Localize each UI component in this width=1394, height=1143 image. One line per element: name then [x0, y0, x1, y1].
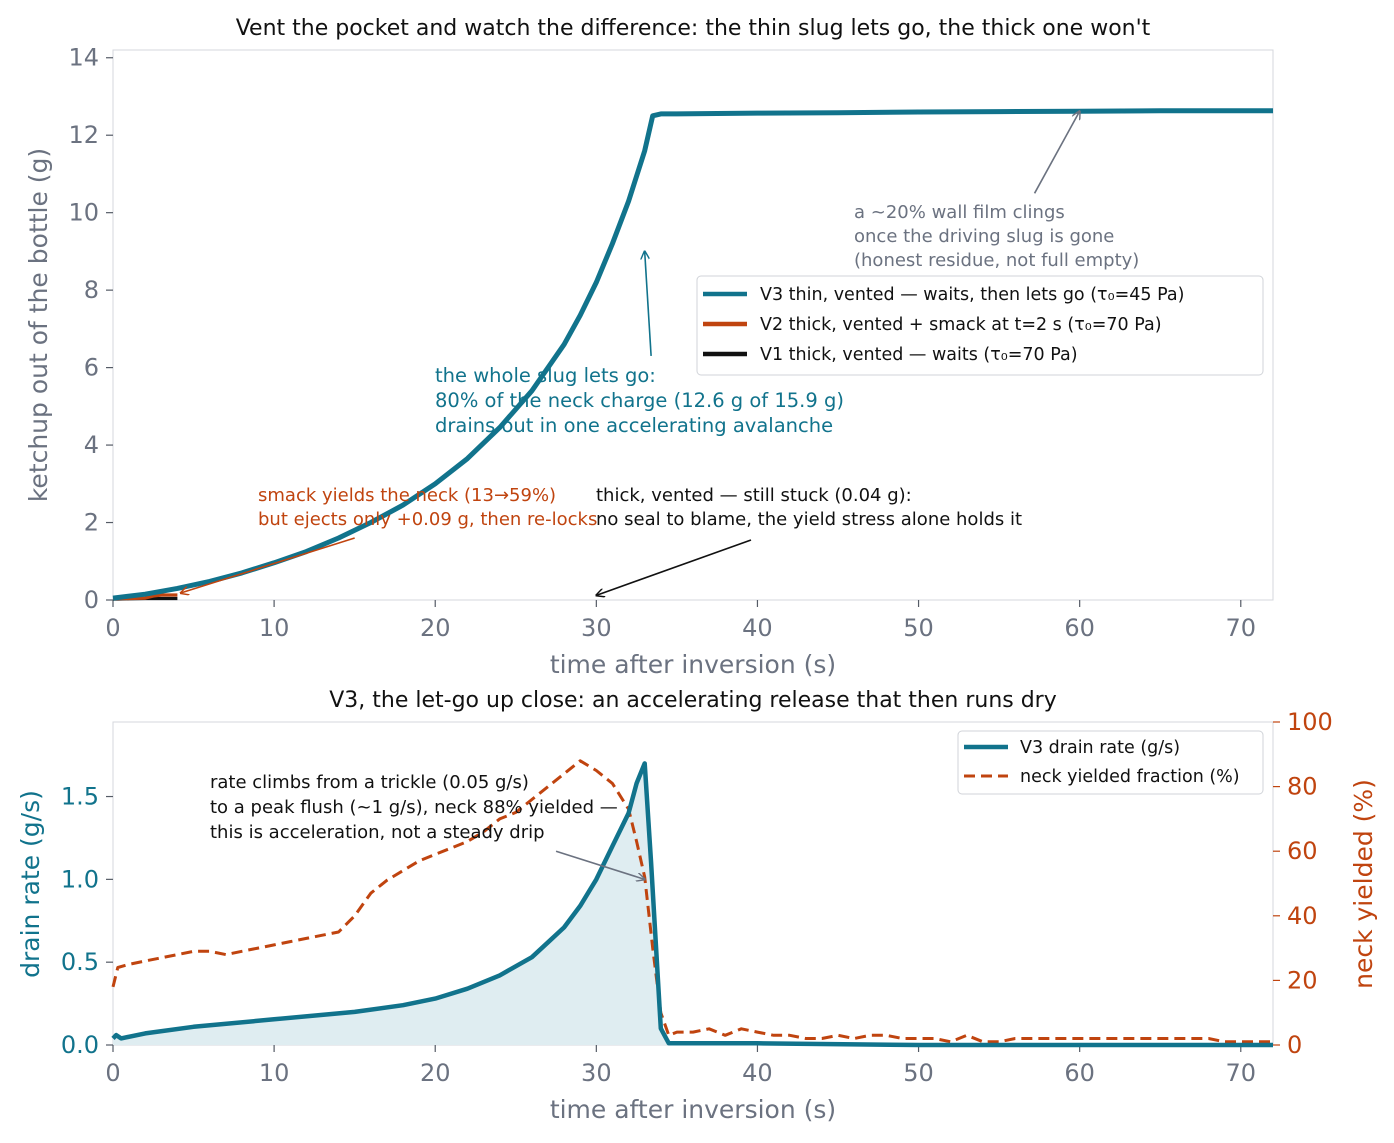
bottom-annotations: rate climbs from a trickle (0.05 g/s) to … [210, 772, 645, 879]
top-annotation-text: drains out in one accelerating avalanche [435, 414, 833, 437]
top-annotations: a ~20% wall film clings once the driving … [181, 111, 1139, 595]
top-x-tick-label: 30 [581, 614, 612, 642]
top-annotation-text: once the driving slug is gone [854, 226, 1114, 247]
top-x-tick-label: 0 [105, 614, 120, 642]
top-legend-box [696, 275, 1264, 376]
top-y-tick-label: 8 [84, 276, 99, 304]
bottom-y-tick-label: 0.0 [61, 1031, 99, 1059]
bottom-y2-tick-label: 40 [1287, 902, 1318, 930]
bottom-x-tick-label: 50 [903, 1059, 934, 1087]
bottom-x-tick-label: 10 [259, 1059, 290, 1087]
bottom-legend-box [957, 730, 1264, 795]
top-x-axis-label: time after inversion (s) [550, 650, 836, 679]
top-y-axis-label: ketchup out of the bottle (g) [24, 148, 53, 502]
top-x-tick-label: 20 [420, 614, 451, 642]
bottom-panel: V3, the let-go up close: an accelerating… [16, 688, 1378, 1124]
bottom-annotation-arrow [555, 850, 645, 879]
bottom-x-axis-label: time after inversion (s) [550, 1095, 836, 1124]
neck-yielded-line [111, 759, 1273, 1044]
top-annotation-text: (honest residue, not full empty) [854, 250, 1139, 271]
bottom-series [111, 759, 1273, 1048]
bottom-y2-tick-label: 60 [1287, 837, 1318, 865]
top-y-tick-label: 14 [68, 44, 99, 72]
bottom-x-tick-label: 70 [1226, 1059, 1257, 1087]
bottom-legend-label: neck yielded fraction (%) [1020, 767, 1240, 787]
top-annotation-text: 80% of the neck charge (12.6 g of 15.9 g… [435, 389, 844, 412]
top-x-tick-label: 10 [259, 614, 290, 642]
top-x-tick-label: 70 [1226, 614, 1257, 642]
bottom-y2-tick-label: 100 [1287, 708, 1333, 736]
drain-rate-line [111, 761, 1273, 1048]
bottom-x-tick-label: 60 [1064, 1059, 1095, 1087]
top-y-tick-label: 10 [68, 199, 99, 227]
top-y-tick-label: 12 [68, 121, 99, 149]
bottom-y-tick-label: 1.5 [61, 783, 99, 811]
bottom-annotation-text: this is acceleration, not a steady drip [210, 822, 545, 843]
top-legend-label: V3 thin, vented — waits, then lets go (τ… [760, 285, 1184, 305]
bottom-x-tick-label: 30 [581, 1059, 612, 1087]
bottom-chart-title: V3, the let-go up close: an accelerating… [329, 688, 1057, 713]
bottom-annotation-text: to a peak flush (~1 g/s), neck 88% yield… [210, 797, 618, 818]
top-legend-label: V1 thick, vented — waits (τ₀=70 Pa) [760, 345, 1078, 365]
bottom-y2-tick-label: 80 [1287, 773, 1318, 801]
top-x-tick-label: 50 [903, 614, 934, 642]
top-y-tick-label: 0 [84, 586, 99, 614]
bottom-x-tick-label: 0 [105, 1059, 120, 1087]
top-x-tick-label: 60 [1064, 614, 1095, 642]
top-annotation-text: no seal to blame, the yield stress alone… [596, 509, 1022, 530]
top-annotation-text: smack yields the neck (13→59%) [258, 485, 556, 506]
top-annotation-text: but ejects only +0.09 g, then re-locks [258, 509, 597, 530]
top-annotation-arrow [596, 539, 752, 595]
top-annotation-arrow [1033, 111, 1080, 194]
bottom-legend: V3 drain rate (g/s) neck yielded fraction… [957, 730, 1264, 795]
top-annotation-arrow [645, 251, 652, 357]
bottom-axes: 0 10 20 30 40 50 60 70 0.0 0.5 1.0 1.5 0 20 40 60 80 100 [61, 708, 1333, 1087]
top-annotation-text: the whole slug lets go: [435, 364, 656, 387]
bottom-legend-label: V3 drain rate (g/s) [1020, 738, 1180, 758]
top-y-tick-label: 4 [84, 431, 99, 459]
top-panel: Vent the pocket and watch the difference… [24, 16, 1274, 679]
top-annotation-text: a ~20% wall film clings [854, 202, 1065, 223]
top-chart-title: Vent the pocket and watch the difference… [236, 16, 1151, 41]
bottom-x-tick-label: 40 [742, 1059, 773, 1087]
bottom-annotation-text: rate climbs from a trickle (0.05 g/s) [210, 772, 529, 793]
top-annotation-arrow [181, 537, 355, 593]
bottom-y-tick-label: 0.5 [61, 948, 99, 976]
top-y-tick-label: 2 [84, 509, 99, 537]
bottom-x-tick-label: 20 [420, 1059, 451, 1087]
top-y-tick-label: 6 [84, 354, 99, 382]
bottom-y2-axis-label: neck yielded (%) [1349, 779, 1378, 989]
bottom-y2-tick-label: 0 [1287, 1031, 1302, 1059]
top-plot-area [112, 49, 1274, 601]
top-axes: 0 10 20 30 40 50 60 70 0 2 4 6 8 10 12 14 [68, 44, 1256, 642]
top-x-tick-label: 40 [742, 614, 773, 642]
top-annotation-text: thick, vented — still stuck (0.04 g): [596, 485, 912, 506]
bottom-y2-tick-label: 20 [1287, 966, 1318, 994]
top-legend: V3 thin, vented — waits, then lets go (τ… [696, 275, 1264, 376]
bottom-y-axis-label: drain rate (g/s) [16, 790, 45, 978]
top-legend-label: V2 thick, vented + smack at t=2 s (τ₀=70… [760, 315, 1162, 335]
bottom-y-tick-label: 1.0 [61, 865, 99, 893]
